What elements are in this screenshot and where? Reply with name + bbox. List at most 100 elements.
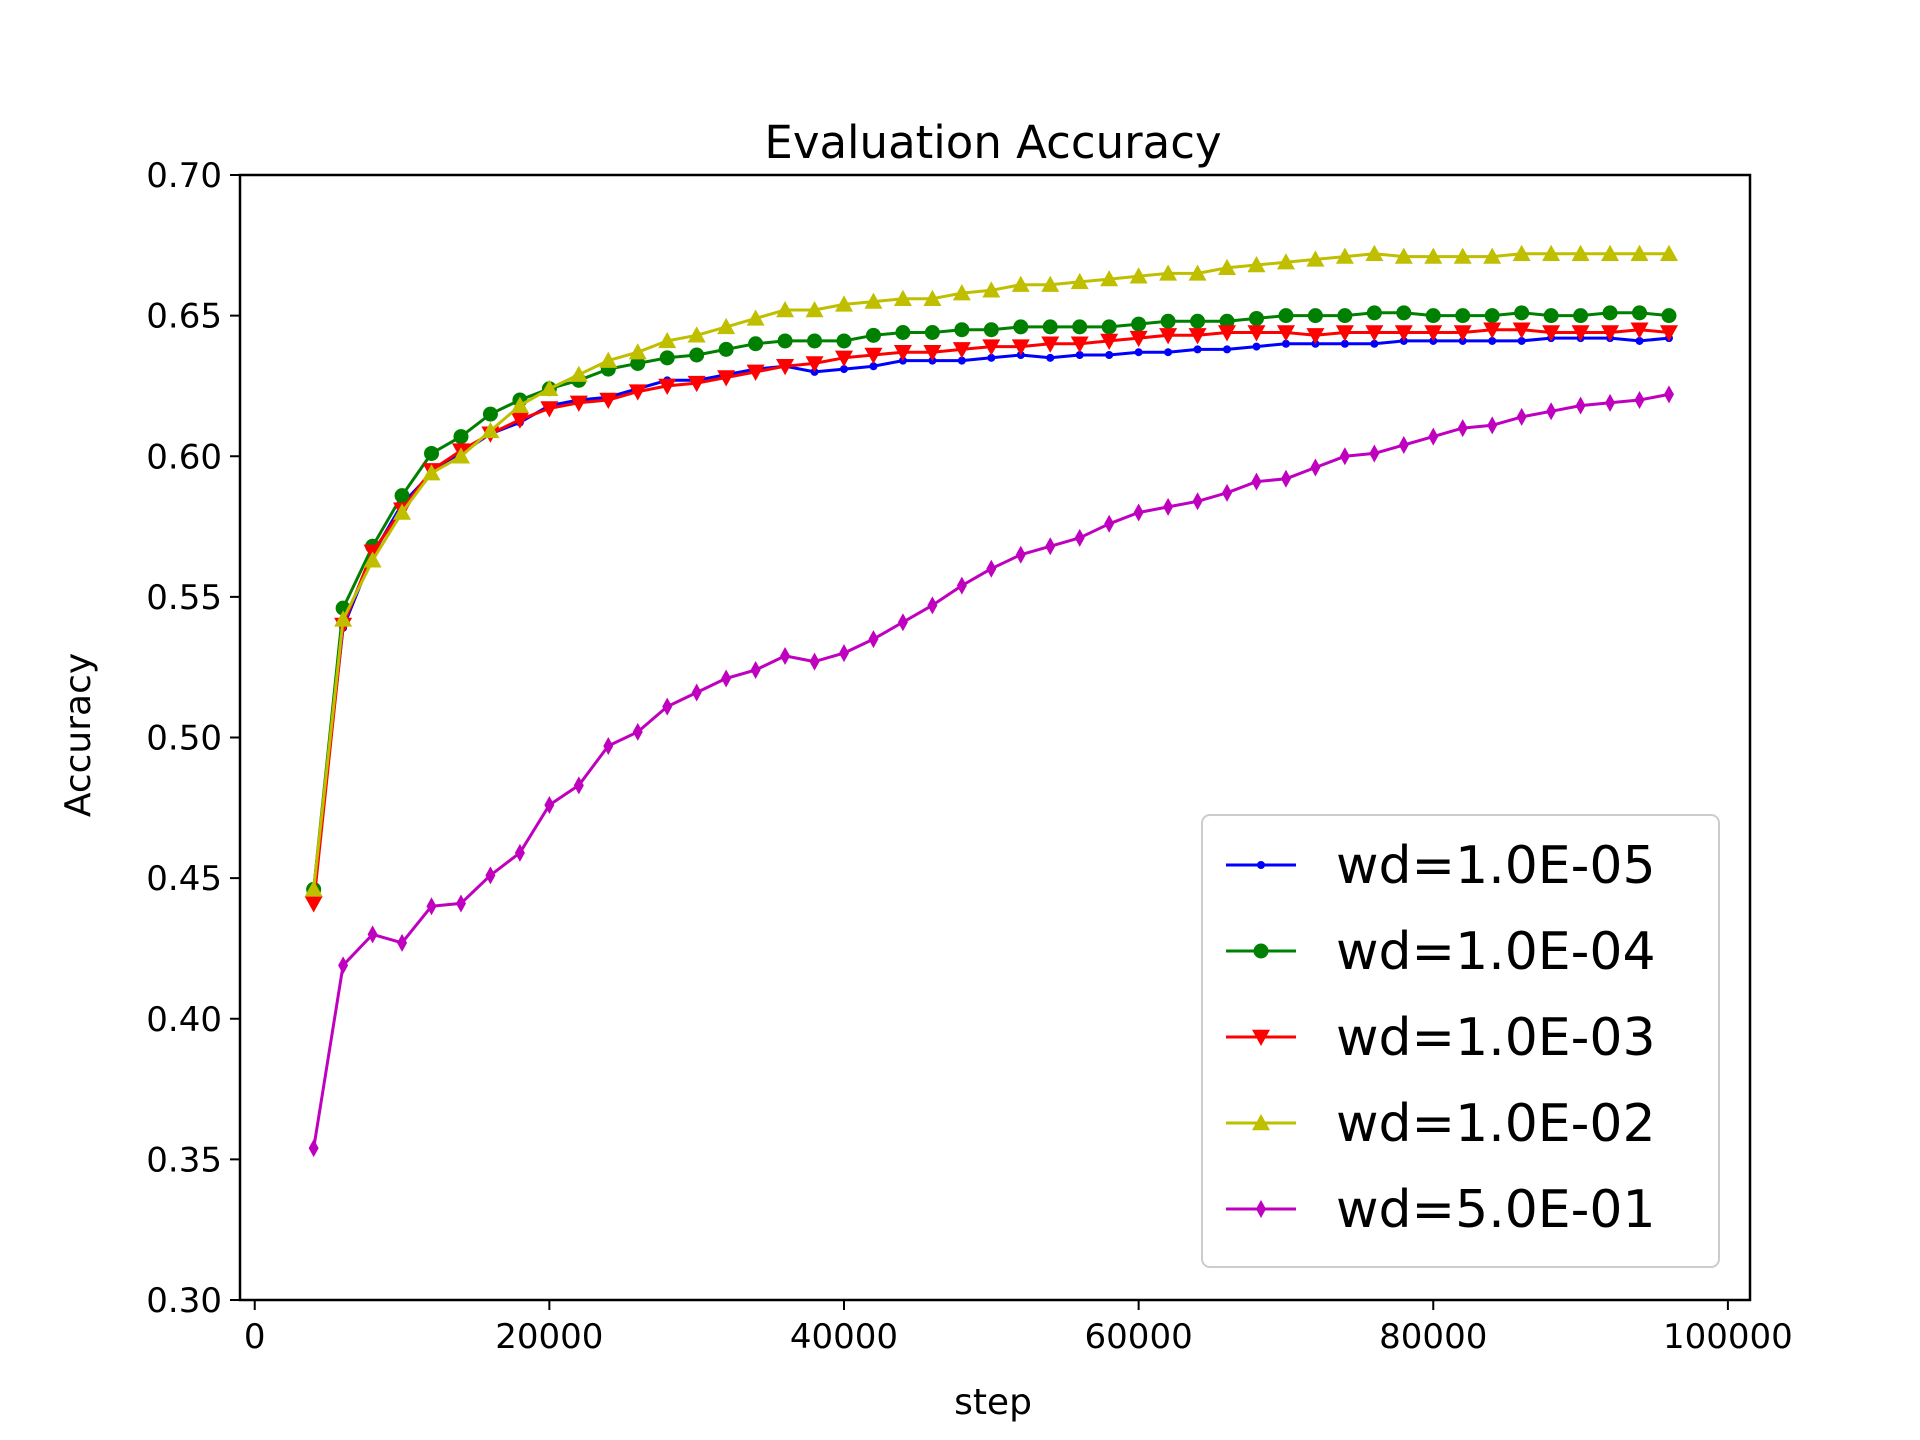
data-point xyxy=(1042,319,1058,335)
data-point xyxy=(1661,308,1677,324)
data-point xyxy=(718,341,734,357)
data-point xyxy=(1192,492,1203,511)
data-point xyxy=(748,336,764,352)
data-point xyxy=(1100,270,1119,287)
data-point xyxy=(394,488,410,504)
data-point xyxy=(952,342,971,359)
data-point xyxy=(334,610,353,627)
data-point xyxy=(481,421,500,439)
data-point xyxy=(453,429,469,445)
data-point xyxy=(809,652,820,671)
data-point xyxy=(1571,244,1590,261)
data-point xyxy=(987,353,996,362)
data-point xyxy=(1159,264,1178,281)
data-point xyxy=(363,551,382,568)
data-point xyxy=(1159,328,1178,345)
data-point xyxy=(1394,325,1413,342)
data-point xyxy=(628,343,647,360)
x-tick-label: 60000 xyxy=(1085,1317,1193,1357)
data-point xyxy=(1632,305,1648,321)
data-point xyxy=(1015,545,1026,564)
data-point xyxy=(721,669,732,688)
legend-item: wd=1.0E-04 xyxy=(1226,922,1656,982)
data-point xyxy=(1488,336,1497,345)
data-point xyxy=(1129,267,1148,284)
data-point xyxy=(632,722,643,741)
data-point xyxy=(924,325,940,340)
data-point xyxy=(836,333,852,349)
data-point xyxy=(1601,244,1620,261)
data-point xyxy=(805,356,824,373)
data-point xyxy=(544,796,555,814)
data-point xyxy=(1365,325,1384,342)
data-point xyxy=(424,445,440,461)
data-point xyxy=(1428,427,1439,446)
data-point xyxy=(1517,336,1526,345)
data-point xyxy=(1335,325,1354,342)
data-point xyxy=(1188,264,1207,281)
data-point xyxy=(835,295,853,312)
data-point xyxy=(662,697,673,716)
data-point xyxy=(1104,514,1115,533)
data-point xyxy=(893,289,912,306)
data-point xyxy=(1278,308,1294,324)
legend-label: wd=1.0E-05 xyxy=(1336,836,1656,896)
data-point xyxy=(1424,325,1443,342)
data-point xyxy=(1601,325,1620,342)
data-point xyxy=(1398,436,1409,454)
data-point xyxy=(1453,247,1472,264)
data-point xyxy=(1337,308,1353,324)
legend-marker xyxy=(1253,943,1269,959)
y-axis-label: Accuracy xyxy=(58,653,99,817)
y-tick-label: 0.55 xyxy=(146,578,222,618)
data-point xyxy=(1571,325,1590,342)
data-point xyxy=(599,351,618,368)
data-point xyxy=(1075,351,1084,359)
data-point xyxy=(895,325,911,340)
data-point xyxy=(1546,402,1557,421)
data-point xyxy=(1041,336,1060,353)
data-point xyxy=(1663,385,1674,404)
legend-label: wd=5.0E-01 xyxy=(1336,1180,1656,1240)
data-point xyxy=(927,596,938,615)
data-point xyxy=(1512,322,1531,339)
data-point xyxy=(687,326,706,343)
data-point xyxy=(957,356,966,365)
data-point xyxy=(923,344,942,362)
data-point xyxy=(746,364,765,381)
data-point xyxy=(1630,322,1649,339)
data-point xyxy=(1193,345,1202,354)
data-point xyxy=(923,289,942,306)
legend-item: wd=1.0E-02 xyxy=(1226,1094,1656,1154)
data-point xyxy=(1483,247,1502,264)
data-point xyxy=(1131,316,1147,332)
data-point xyxy=(1248,310,1264,326)
data-point xyxy=(689,347,705,363)
data-point xyxy=(1366,305,1382,321)
chart-title: Evaluation Accuracy xyxy=(764,116,1221,169)
data-point xyxy=(1630,244,1649,261)
legend-marker xyxy=(1252,1029,1270,1046)
data-point xyxy=(1072,319,1088,335)
data-point xyxy=(393,503,412,520)
data-point xyxy=(1011,275,1030,292)
data-point xyxy=(1659,325,1678,342)
data-point xyxy=(750,661,761,679)
data-point xyxy=(1247,256,1266,273)
data-point xyxy=(1635,336,1644,345)
y-axis-ticks: 0.30 0.35 0.40 0.45 0.50 0.55 0.60 0.65 0.70 xyxy=(146,156,240,1321)
data-point xyxy=(1276,253,1295,270)
legend-marker xyxy=(1252,1114,1270,1131)
data-point xyxy=(658,331,677,349)
data-point xyxy=(1045,537,1056,556)
data-point xyxy=(1575,396,1586,415)
data-point xyxy=(1011,339,1030,356)
legend-marker xyxy=(1256,1200,1266,1218)
data-point xyxy=(569,365,588,382)
data-point xyxy=(485,866,496,885)
data-point xyxy=(1188,328,1207,345)
data-point xyxy=(1602,305,1618,321)
data-point xyxy=(1370,339,1379,348)
data-point xyxy=(540,379,559,396)
data-point xyxy=(1512,244,1531,261)
